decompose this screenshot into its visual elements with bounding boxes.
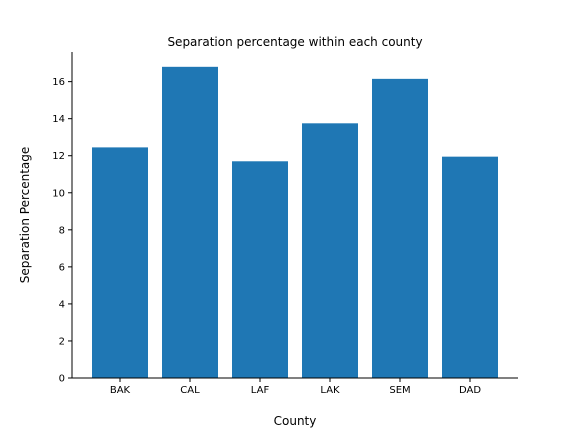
- x-tick-label: SEM: [389, 385, 410, 396]
- bar-laf: [232, 161, 288, 378]
- x-tick-label: DAD: [459, 385, 481, 396]
- x-tick-label: BAK: [110, 385, 131, 396]
- x-tick-label: LAF: [251, 385, 270, 396]
- y-axis-label: Separation Percentage: [18, 147, 32, 284]
- bar-dad: [442, 156, 498, 378]
- bar-cal: [162, 66, 218, 379]
- x-axis-label: County: [274, 414, 317, 428]
- y-tick-label: 6: [59, 262, 65, 273]
- y-tick-label: 8: [59, 225, 65, 236]
- bar-sem: [372, 78, 428, 378]
- bar-lak: [302, 123, 358, 378]
- y-tick-label: 12: [52, 151, 65, 162]
- y-tick-label: 4: [59, 299, 65, 310]
- bars-group: [92, 66, 498, 379]
- y-tick-label: 0: [59, 374, 65, 385]
- y-tick-label: 10: [52, 188, 65, 199]
- x-axis-ticks: BAK CAL LAF LAK SEM DAD: [110, 378, 481, 396]
- y-tick-label: 16: [52, 77, 65, 88]
- y-tick-label: 2: [59, 336, 65, 347]
- y-axis-ticks: 0 2 4 6 8 10 12 14 16: [52, 77, 72, 385]
- bar-bak: [92, 147, 148, 378]
- chart-title: Separation percentage within each county: [167, 35, 422, 49]
- y-tick-label: 14: [52, 114, 65, 125]
- x-tick-label: CAL: [180, 385, 200, 396]
- x-tick-label: LAK: [320, 385, 340, 396]
